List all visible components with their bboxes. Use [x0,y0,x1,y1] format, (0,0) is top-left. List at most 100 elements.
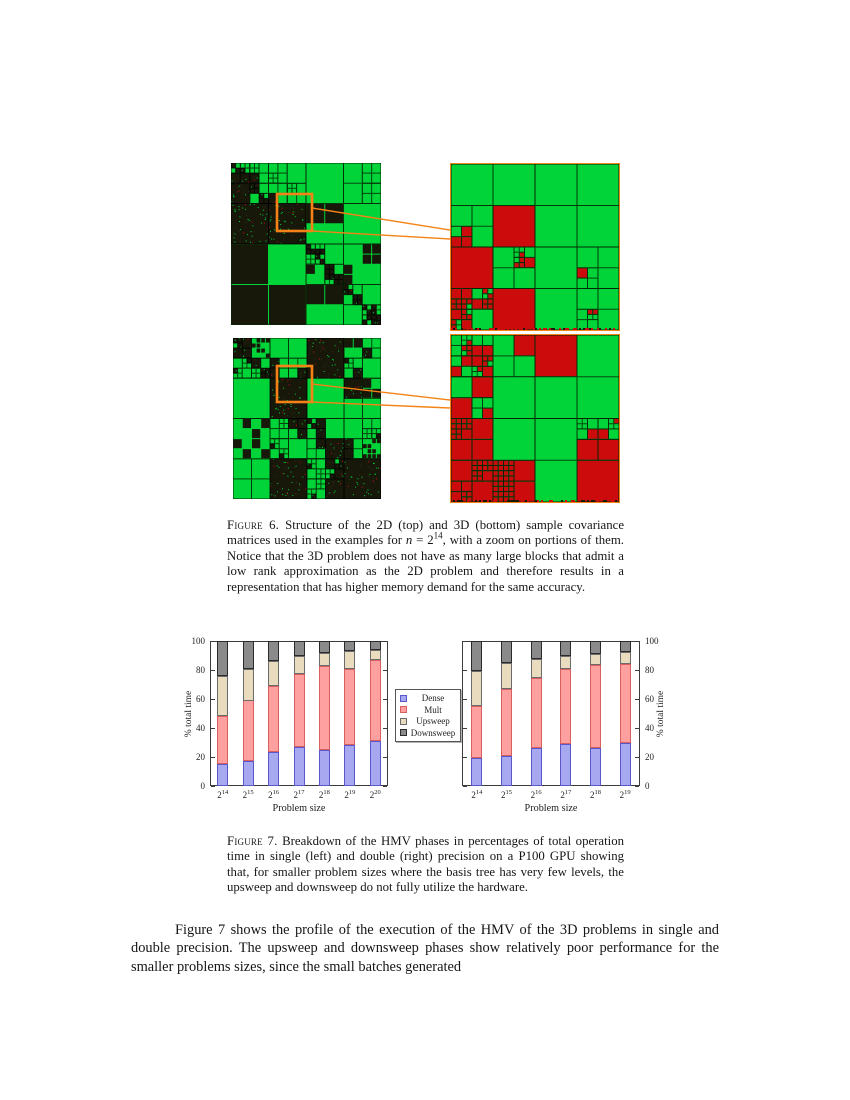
figure-7-caption-label: Figure 7. [227,834,278,848]
bar-segment-upsweep [242,668,254,701]
y-tick-mark [463,757,467,758]
x-tick-label: 215 [242,789,254,800]
bar-segment-upsweep [217,675,229,716]
bar-segment-upsweep [369,650,381,660]
bar-segment-mult [560,669,572,744]
y-axis-title-text: % total time [184,690,194,737]
y-axis-title-text: % total time [656,690,666,737]
legend-row: Dense [400,693,456,703]
y-tick-mark [463,786,467,787]
legend-row: Upsweep [400,716,456,726]
figure-6-caption-text-2: , with a zoom on portions of them. Notic… [227,533,624,594]
chart-frame [462,641,640,786]
chart-single-precision: 0 20 40 60 80 100 214 215 216 217 218 219 220 Problem… [184,636,388,814]
y-tick-mark [383,757,387,758]
figure-6-caption: Figure 6. Structure of the 2D (top) and … [227,518,624,595]
bar-segment-downsweep [268,641,280,661]
y-tick-mark [211,757,215,758]
y-tick-mark [211,786,215,787]
bar-segment-dense [318,749,330,786]
bar-segment-dense [501,755,512,786]
y-tick-mark [635,728,639,729]
y-tick-label: 40 [196,723,205,733]
y-tick-mark [211,641,215,642]
legend-swatch-dense [400,694,407,702]
x-axis-title: Problem size [272,803,326,814]
bar-segment-dense [619,743,631,786]
x-tick-label: 214 [471,789,483,800]
bar-segment-downsweep [344,641,356,652]
bar-segment-mult [293,674,305,747]
x-tick-label: 218 [318,789,330,800]
y-tick-mark [383,641,387,642]
x-tick-label: 218 [590,789,601,800]
matrix-2d-zoom-image [450,163,620,331]
bar-segment-dense [293,746,305,786]
y-tick-mark [463,641,467,642]
y-tick-label: 20 [645,752,654,762]
y-axis-title: % total time [183,641,195,786]
bar-segment-mult [318,665,330,750]
bar-segment-upsweep [501,662,512,689]
y-tick-mark [635,670,639,671]
bar-segment-upsweep [344,651,356,669]
y-tick-label: 0 [200,781,206,791]
bar-segment-downsweep [619,641,631,652]
bar-segment-downsweep [471,641,483,672]
legend-row: Mult [400,705,456,715]
y-tick-label: 80 [645,665,654,675]
figure-6-caption-label: Figure 6. [227,518,280,532]
matrix-3d-zoom-image [450,334,620,503]
y-tick-mark [383,786,387,787]
bar-segment-downsweep [530,641,542,660]
bar-segment-mult [268,685,280,752]
bar-segment-dense [560,744,572,786]
bar-segment-dense [344,745,356,786]
legend-label: Dense [421,693,445,703]
bar-segment-mult [471,706,483,759]
figure-7-caption: Figure 7. Breakdown of the HMV phases in… [227,834,624,896]
bar-segment-upsweep [268,660,280,686]
y-tick-label: 60 [196,694,205,704]
x-tick-label: 214 [217,789,229,800]
bar-segment-downsweep [242,640,254,669]
legend-label: Downsweep [410,727,456,738]
figure-6-caption-text-1: Structure of the 2D (top) and 3D (bottom… [227,518,624,548]
bar-segment-upsweep [590,654,601,665]
bar-segment-dense [530,748,542,786]
y-tick-mark [463,699,467,700]
figure-7-caption-text: Breakdown of the HMV phases in percentag… [227,834,624,895]
bar-segment-dense [268,751,280,786]
bar-segment-dense [369,741,381,786]
y-tick-label: 0 [645,781,650,791]
bar-segment-mult [369,659,381,741]
bar-segment-mult [217,715,229,764]
x-tick-label: 217 [293,789,305,800]
y-tick-mark [463,728,467,729]
y-tick-label: 100 [191,636,206,646]
y-tick-mark [635,757,639,758]
bar-segment-dense [590,747,601,786]
y-tick-mark [383,728,387,729]
bar-segment-dense [217,763,229,786]
bar-segment-downsweep [590,641,601,654]
bar-segment-mult [344,668,356,746]
chart-legend: Dense Mult Upsweep Downsweep [395,689,461,742]
legend-swatch-downsweep [400,729,407,736]
y-tick-mark [383,699,387,700]
y-tick-label: 40 [645,723,654,733]
bar-segment-mult [242,700,254,761]
bar-segment-upsweep [471,671,483,707]
chart-double-precision: 0 20 40 60 80 100 214 215 216 217 218 219 Problem si… [462,636,666,814]
bar-segment-downsweep [217,641,229,676]
bar-segment-downsweep [318,641,330,653]
bar-segment-upsweep [318,652,330,666]
bar-segment-mult [501,688,512,756]
math-exponent: 14 [433,531,443,542]
bar-segment-downsweep [293,641,305,657]
y-tick-mark [383,670,387,671]
body-paragraph: Figure 7 shows the profile of the execut… [131,922,719,975]
y-tick-mark [635,699,639,700]
legend-swatch-mult [400,706,407,713]
